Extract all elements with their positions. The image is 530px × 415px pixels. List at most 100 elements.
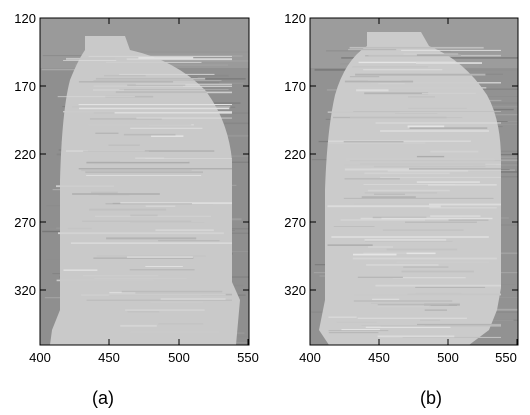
scanline-stripe [72,193,160,195]
scanline-stripe [409,127,488,129]
scanline-stripe [127,311,160,313]
scanline-stripe [56,279,154,282]
scanline-stripe [136,85,232,87]
scanline-stripe [403,266,449,268]
scanline-stripe [343,141,404,143]
scanline-stripe [355,73,486,76]
scanline-stripe [328,316,357,318]
scanline-stripe [409,168,501,170]
scanline-stripe [333,226,375,227]
scanline-stripe [364,172,450,175]
scanline-stripe [416,155,445,158]
scanline-stripe [85,171,203,174]
panel-a: 120 170 220 270 320 400 450 500 550 (a) [14,11,259,408]
y-axis-a: 120 170 220 270 320 [14,11,249,298]
scanline-stripe [424,219,489,221]
scanline-stripe [353,294,501,296]
scanline-stripe [89,118,162,120]
scanline-stripe [327,244,373,246]
scanline-stripe [365,240,453,242]
scanline-stripe [130,222,205,223]
scanline-stripe [429,207,497,209]
scanline-stripe [87,150,215,152]
scanline-stripe [373,165,486,168]
scanline-stripe [93,164,183,166]
scanline-stripe [158,240,220,242]
scanline-stripe [430,150,479,153]
scanline-stripe [396,261,490,264]
scanline-stripe [341,329,380,331]
scanline-stripe [114,112,232,114]
scanline-stripe [372,298,400,300]
scanline-stripe [88,123,192,126]
scanline-stripe [415,292,462,295]
scanline-stripe [95,215,211,217]
scanline-stripe [86,161,190,164]
y-tick-label: 170 [14,79,36,94]
caption-b: (b) [420,388,442,408]
x-tick-label: 400 [29,350,51,365]
scanline-stripe [349,76,380,78]
scanline-stripe [327,142,426,144]
scanline-stripe [71,253,158,255]
scanline-stripe [86,175,202,176]
scanline-stripe [126,58,232,61]
scanline-stripe [108,293,226,296]
plot-b-shape-stripes [327,46,501,338]
scanline-stripe [416,62,482,64]
scanline-stripe [81,169,192,172]
scanline-stripe [417,323,501,326]
scanline-stripe [78,104,232,106]
scanline-stripe [135,157,165,159]
scanline-stripe [126,256,193,258]
plot-b-shape [319,32,501,345]
scanline-stripe [408,107,467,109]
scanline-stripe [95,77,206,80]
scanline-stripe [138,57,194,59]
scanline-stripe [63,60,117,61]
scanline-stripe [349,160,501,162]
scanline-stripe [91,191,118,194]
caption-a: (a) [92,388,114,408]
scanline-stripe [366,264,439,266]
scanline-stripe [348,49,397,51]
scanline-stripe [93,80,222,81]
scanline-stripe [363,69,443,71]
scanline-stripe [430,215,481,217]
scanline-stripe [336,321,377,323]
scanline-stripe [82,220,192,222]
scanline-stripe [327,111,400,113]
scanline-stripe [94,278,187,279]
scanline-stripe [353,300,453,302]
y-tick-label: 320 [284,283,306,298]
scanline-stripe [56,185,114,188]
scanline-stripe [106,237,197,240]
scanline-stripe [363,252,415,254]
x-tick-label: 400 [299,350,321,365]
scanline-stripe [416,181,480,183]
scanline-stripe [130,214,158,217]
scanline-stripe [136,117,232,119]
scanline-stripe [344,178,400,180]
scanline-stripe [83,150,149,152]
scanline-stripe [119,160,189,163]
scanline-stripe [82,275,159,277]
x-tick-label: 550 [495,350,517,365]
scanline-stripe [123,133,176,136]
scanline-stripe [349,46,484,49]
scanline-stripe [150,301,204,303]
scanline-stripe [95,132,119,134]
scanline-stripe [408,96,435,98]
scanline-stripe [340,219,449,221]
scanline-stripe [365,326,451,328]
x-tick-label: 500 [437,350,459,365]
panel-b-plot: 120 170 220 270 320 400 450 500 550 [284,11,519,365]
scanline-stripe [356,89,389,92]
scanline-stripe [405,221,477,223]
scanline-stripe [129,269,195,271]
y-tick-label: 170 [284,79,306,94]
scanline-stripe [401,49,501,51]
scanline-stripe [387,170,469,172]
scanline-stripe [70,242,233,244]
scanline-stripe [352,66,429,68]
